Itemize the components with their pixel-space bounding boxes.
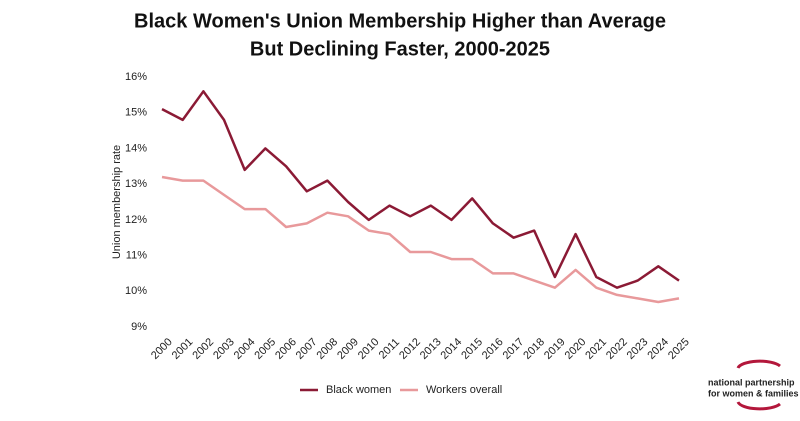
logo: national partnership for women & familie…	[708, 359, 799, 411]
x-tick-label: 2001	[170, 336, 196, 362]
logo-text: national partnership	[708, 377, 795, 387]
series-line	[161, 175, 680, 304]
logo-arc	[736, 359, 781, 369]
x-tick-label: 2024	[645, 336, 671, 362]
x-tick-label: 2008	[314, 336, 340, 362]
y-tick-label: 11%	[126, 249, 147, 261]
x-tick-label: 2023	[625, 336, 651, 362]
y-tick-label: 10%	[125, 285, 147, 297]
x-tick-label: 2015	[459, 336, 485, 362]
x-tick-label: 2011	[377, 336, 402, 361]
x-tick-label: 2014	[439, 336, 465, 362]
y-tick-label: 13%	[125, 178, 147, 190]
x-tick-label: 2020	[563, 336, 589, 362]
x-tick-label: 2022	[604, 336, 630, 362]
x-tick-label: 2006	[273, 336, 299, 362]
series-line	[161, 90, 680, 289]
y-tick-label: 12%	[125, 214, 147, 226]
y-axis-label: Union membership rate	[111, 145, 123, 259]
x-tick-label: 2010	[356, 336, 382, 362]
legend-label: Black women	[326, 384, 391, 396]
x-tick-label: 2000	[149, 336, 175, 362]
y-tick-label: 16%	[125, 71, 147, 83]
y-tick-label: 14%	[125, 142, 147, 154]
x-tick-label: 2003	[211, 336, 237, 362]
x-tick-label: 2019	[542, 336, 568, 362]
x-tick-label: 2016	[480, 336, 506, 362]
x-tick-label: 2009	[335, 336, 361, 362]
x-tick-label: 2007	[294, 336, 320, 362]
chart-title: Black Women's Union Membership Higher th…	[134, 10, 666, 32]
logo-arc	[736, 401, 781, 411]
legend-label: Workers overall	[426, 384, 502, 396]
chart-title: But Declining Faster, 2000-2025	[250, 38, 550, 60]
x-tick-label: 2017	[501, 336, 527, 362]
y-tick-label: 15%	[125, 107, 147, 119]
x-tick-label: 2004	[232, 336, 258, 362]
x-tick-label: 2002	[190, 336, 216, 362]
x-tick-label: 2025	[666, 336, 692, 362]
x-tick-label: 2018	[521, 336, 547, 362]
x-tick-label: 2021	[583, 336, 609, 362]
x-tick-label: 2005	[252, 336, 278, 362]
y-tick-label: 9%	[131, 321, 147, 333]
x-tick-label: 2013	[418, 336, 444, 362]
logo-text: for women & families	[708, 388, 799, 398]
x-tick-label: 2012	[397, 336, 423, 362]
